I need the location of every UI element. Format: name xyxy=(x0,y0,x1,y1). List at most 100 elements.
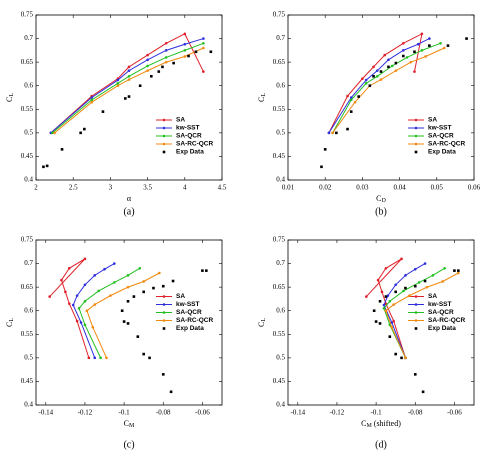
series-line xyxy=(383,263,426,359)
series-line xyxy=(383,267,445,359)
exp-point xyxy=(374,320,378,323)
exp-point xyxy=(45,164,49,168)
point xyxy=(83,323,87,327)
point xyxy=(183,55,187,58)
x-axis-label: CM xyxy=(124,419,135,430)
point xyxy=(202,41,205,45)
exp-point xyxy=(453,269,456,272)
exp-point xyxy=(150,74,153,78)
plot-frame xyxy=(35,14,223,181)
point xyxy=(372,65,375,69)
series-line xyxy=(72,263,115,359)
exp-point xyxy=(187,54,190,58)
series-line xyxy=(365,258,406,359)
point xyxy=(164,49,168,52)
point xyxy=(349,96,353,99)
point xyxy=(331,131,334,135)
legend-label: Exp Data xyxy=(176,325,204,332)
legend-marker xyxy=(414,295,418,298)
y-axis-label-main: C xyxy=(5,97,14,102)
point xyxy=(109,294,112,297)
x-tick-label: -0.06 xyxy=(195,409,210,417)
point xyxy=(142,280,145,283)
x-tick-label: 2 xyxy=(34,184,38,192)
point xyxy=(404,356,407,360)
exp-point xyxy=(400,356,403,360)
y-axis-label-main: C xyxy=(5,322,14,327)
series-line xyxy=(332,42,441,134)
series-line xyxy=(385,272,459,359)
point xyxy=(79,321,83,324)
point xyxy=(382,303,386,307)
point xyxy=(53,131,56,135)
exp-point xyxy=(457,269,460,272)
x-axis-label-main: C xyxy=(124,419,129,428)
point xyxy=(164,41,168,45)
y-tick-label: 0.65 xyxy=(273,58,286,66)
exp-point xyxy=(357,95,360,98)
exp-point xyxy=(138,84,142,88)
point xyxy=(375,74,379,78)
exp-point xyxy=(142,352,145,356)
x-tick-label: -0.14 xyxy=(290,409,305,417)
point xyxy=(390,64,394,68)
point xyxy=(392,319,396,323)
point xyxy=(60,278,63,282)
point xyxy=(425,285,429,289)
point xyxy=(384,309,388,313)
legend-marker xyxy=(162,327,166,330)
exp-point xyxy=(194,50,198,54)
x-tick-label: 0.02 xyxy=(319,184,332,192)
point xyxy=(409,60,413,64)
point xyxy=(364,82,368,85)
series-line xyxy=(78,267,141,359)
legend-marker xyxy=(162,303,166,306)
legend-label: SA-RC-QCR xyxy=(176,317,213,324)
point xyxy=(349,98,353,102)
point xyxy=(91,325,95,329)
x-tick-label: -0.12 xyxy=(330,409,345,417)
y-axis-label: CL xyxy=(5,93,16,102)
legend-label: kw-SST xyxy=(428,301,452,308)
exp-point xyxy=(379,70,383,73)
exp-point xyxy=(323,148,327,151)
point xyxy=(183,42,187,46)
legend-label: SA-RC-QCR xyxy=(428,141,465,148)
y-axis-label-main: C xyxy=(257,322,266,327)
point xyxy=(417,281,421,284)
exp-point xyxy=(404,286,407,290)
point xyxy=(113,262,116,265)
point xyxy=(457,271,460,275)
point xyxy=(113,281,116,284)
point xyxy=(431,274,435,277)
point xyxy=(416,42,420,46)
series-line xyxy=(328,32,423,134)
legend-label: SA-QCR xyxy=(428,309,454,316)
legend-marker xyxy=(414,126,418,130)
exp-point xyxy=(83,127,86,131)
x-axis-label: CD xyxy=(376,194,386,205)
exp-point xyxy=(161,373,165,376)
y-axis-label-sub: L xyxy=(9,93,15,97)
legend-marker xyxy=(414,311,418,314)
point xyxy=(67,302,71,305)
point xyxy=(442,46,446,50)
x-tick-label: 0.04 xyxy=(393,184,406,192)
y-tick-label: 0.65 xyxy=(21,58,34,66)
y-axis-label: CL xyxy=(257,93,268,102)
x-axis-label-suffix: (shifted) xyxy=(372,419,401,428)
point xyxy=(67,266,71,270)
y-tick-label: 0.75 xyxy=(273,11,286,19)
y-tick-label: 0.75 xyxy=(21,11,34,19)
exp-point xyxy=(394,61,398,65)
x-axis-label-sub: M xyxy=(366,423,372,429)
exp-point xyxy=(171,279,175,283)
y-tick-label: 0.75 xyxy=(21,236,34,244)
point xyxy=(116,82,120,85)
legend-marker xyxy=(162,150,166,154)
x-tick-label: 0.06 xyxy=(468,184,481,192)
y-tick-label: 0.55 xyxy=(273,105,286,113)
series-line xyxy=(54,47,204,134)
point xyxy=(90,96,94,99)
point xyxy=(441,280,444,283)
